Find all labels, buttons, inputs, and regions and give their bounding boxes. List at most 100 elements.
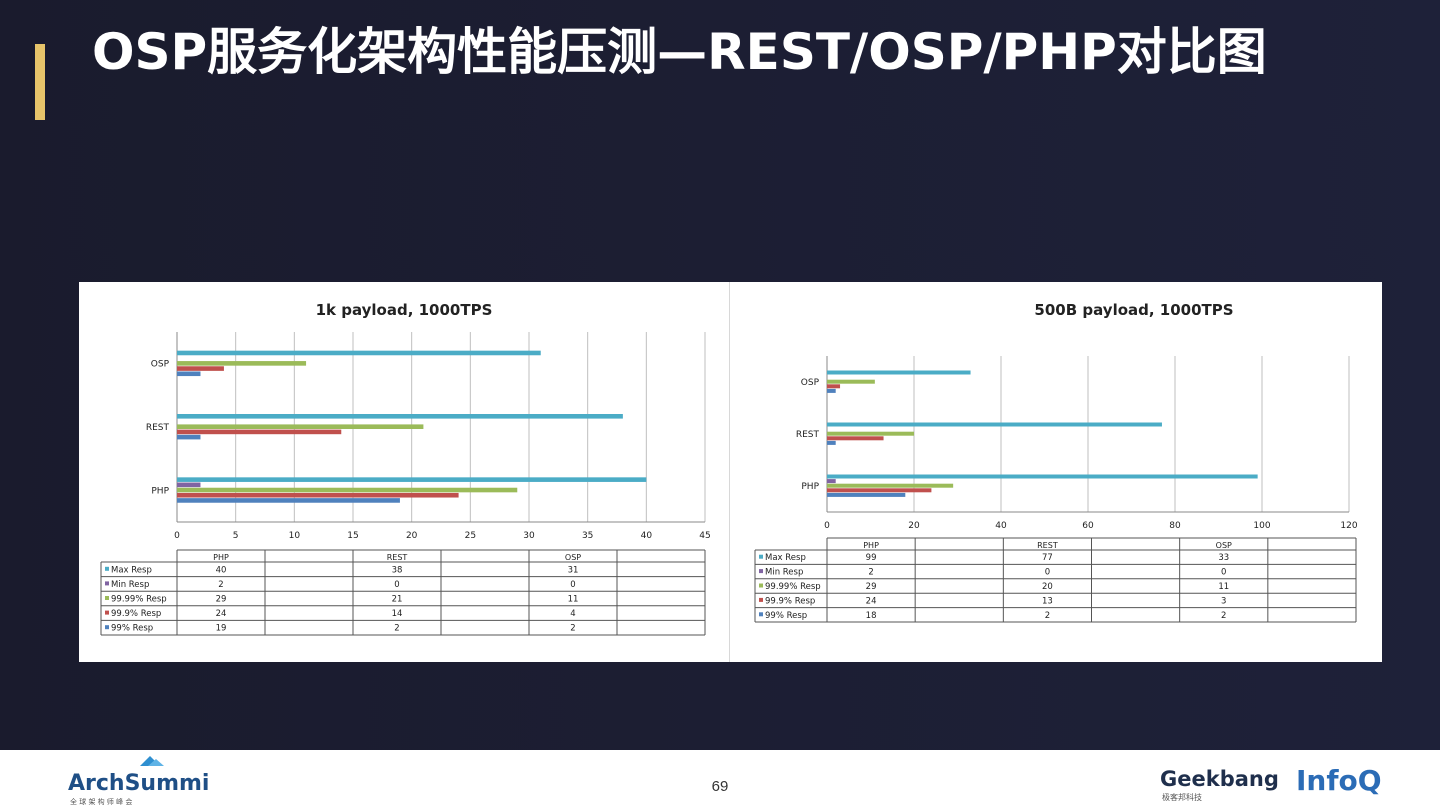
y-tick-label: PHP <box>151 486 169 496</box>
legend-label: Min Resp <box>765 568 803 578</box>
bar <box>177 434 201 440</box>
legend-label: 99.99% Resp <box>111 595 167 605</box>
footer: ArchSummit 全 球 架 构 师 峰 会 69 Geekbang 极客邦… <box>0 750 1440 810</box>
svg-text:InfoQ: InfoQ <box>1296 764 1382 797</box>
table-cell: 2 <box>394 624 399 634</box>
legend-swatch <box>759 554 763 559</box>
legend-label: Min Resp <box>111 580 149 590</box>
bar <box>177 414 623 419</box>
table-cell: 14 <box>392 609 403 619</box>
legend-label: 99.9% Resp <box>765 596 815 606</box>
legend-swatch <box>759 612 763 617</box>
x-tick-label: 35 <box>582 531 593 541</box>
svg-text:ArchSummit: ArchSummit <box>68 771 208 796</box>
table-cell: 0 <box>394 580 399 590</box>
table-cell: 24 <box>216 609 227 619</box>
bar <box>177 477 647 482</box>
bar <box>827 384 841 389</box>
legend-label: 99% Resp <box>765 611 807 621</box>
bar <box>177 371 201 377</box>
y-tick-label: REST <box>146 423 170 433</box>
table-cell: 29 <box>216 595 227 605</box>
bar <box>827 388 836 393</box>
infoq-logo: InfoQ <box>1296 764 1382 797</box>
bar <box>177 350 541 356</box>
panel-divider <box>729 282 730 662</box>
legend-swatch <box>105 581 109 586</box>
x-tick-label: 20 <box>406 531 418 541</box>
bar <box>827 492 906 497</box>
geekbang-logo: Geekbang 极客邦科技 <box>1160 767 1279 802</box>
bar <box>827 483 954 488</box>
table-cell: 4 <box>570 609 575 619</box>
table-cell: 13 <box>1042 596 1053 606</box>
table-header: REST <box>1037 541 1058 550</box>
x-tick-label: 60 <box>1082 521 1094 531</box>
table-cell: 20 <box>1042 582 1053 592</box>
bar <box>827 379 875 384</box>
bar <box>827 440 836 445</box>
x-tick-label: 45 <box>699 531 710 541</box>
table-cell: 99 <box>866 553 877 563</box>
table-cell: 11 <box>568 595 579 605</box>
bar <box>827 488 932 493</box>
legend-swatch <box>759 569 763 574</box>
x-tick-label: 40 <box>641 531 653 541</box>
table-cell: 31 <box>568 565 579 575</box>
table-header: OSP <box>1216 541 1232 550</box>
table-cell: 3 <box>1221 596 1226 606</box>
table-header: OSP <box>565 553 581 562</box>
bar <box>177 492 459 498</box>
chart-title: 1k payload, 1000TPS <box>316 301 493 319</box>
table-cell: 2 <box>218 580 223 590</box>
bar <box>177 487 518 493</box>
table-cell: 0 <box>1045 568 1050 578</box>
table-cell: 24 <box>866 596 877 606</box>
table-cell: 21 <box>392 595 403 605</box>
x-tick-label: 10 <box>289 531 301 541</box>
legend-swatch <box>105 625 109 630</box>
table-header: REST <box>387 553 408 562</box>
table-cell: 19 <box>216 624 227 634</box>
archsummit-logo: ArchSummit 全 球 架 构 师 峰 会 <box>68 756 208 806</box>
svg-text:全 球 架 构 师 峰 会: 全 球 架 构 师 峰 会 <box>70 797 132 806</box>
bar <box>177 361 307 366</box>
x-tick-label: 0 <box>824 521 830 531</box>
bar <box>827 370 971 375</box>
table-cell: 33 <box>1218 553 1229 563</box>
x-tick-label: 120 <box>1340 521 1357 531</box>
legend-swatch <box>105 610 109 615</box>
bar <box>177 366 224 371</box>
legend-label: Max Resp <box>765 553 806 563</box>
y-tick-label: OSP <box>151 360 170 370</box>
table-cell: 40 <box>216 565 227 575</box>
x-tick-label: 0 <box>174 531 180 541</box>
legend-label: 99% Resp <box>111 624 153 634</box>
table-header: PHP <box>213 553 229 562</box>
table-cell: 2 <box>1221 611 1226 621</box>
legend-label: 99.9% Resp <box>111 609 161 619</box>
slide-title: OSP服务化架构性能压测—REST/OSP/PHP对比图 <box>92 23 1267 81</box>
table-cell: 0 <box>1221 568 1226 578</box>
bar <box>827 479 836 484</box>
y-tick-label: REST <box>796 430 820 440</box>
bar <box>827 431 914 436</box>
table-cell: 18 <box>866 611 877 621</box>
legend-label: Max Resp <box>111 565 152 575</box>
x-tick-label: 100 <box>1253 521 1270 531</box>
table-cell: 38 <box>392 565 403 575</box>
legend-label: 99.99% Resp <box>765 582 821 592</box>
svg-text:Geekbang: Geekbang <box>1160 767 1279 791</box>
legend-swatch <box>105 566 109 571</box>
svg-text:极客邦科技: 极客邦科技 <box>1162 792 1202 802</box>
table-cell: 11 <box>1218 582 1229 592</box>
x-tick-label: 40 <box>995 521 1007 531</box>
y-tick-label: OSP <box>801 378 820 388</box>
legend-swatch <box>105 596 109 600</box>
table-cell: 29 <box>866 582 877 592</box>
title-accent-bar <box>35 44 45 120</box>
bar <box>177 498 400 503</box>
bar <box>827 474 1258 479</box>
x-tick-label: 80 <box>1169 521 1181 531</box>
